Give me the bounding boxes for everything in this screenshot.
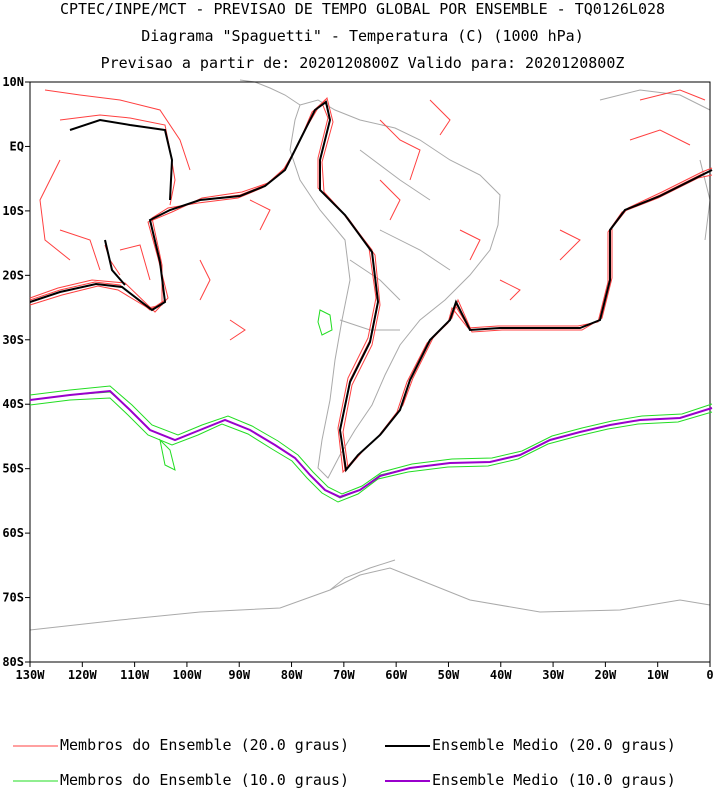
legend-swatch-mean-10: [385, 780, 430, 782]
lon-label: 60W: [385, 668, 407, 682]
lon-label: 50W: [438, 668, 460, 682]
legend-mean-10: Ensemble Medio (10.0 graus): [432, 771, 676, 789]
lat-label: 80S: [2, 655, 24, 669]
lon-label: 110W: [120, 668, 150, 682]
chart-title-line1: CPTEC/INPE/MCT - PREVISAO DE TEMPO GLOBA…: [59, 0, 666, 18]
lon-label: 0: [706, 668, 713, 682]
lon-label: 30W: [542, 668, 564, 682]
lon-label: 40W: [490, 668, 512, 682]
lat-label: 60S: [2, 526, 24, 540]
lat-label: 50S: [2, 462, 24, 476]
south-america-coast: [289, 99, 501, 479]
legend-swatch-members-10: [13, 780, 58, 782]
lat-label: 40S: [2, 397, 24, 411]
longitude-labels: 130W 120W 110W 100W 90W 80W 70W 60W 50W 40W 30W 20W…: [16, 668, 714, 682]
member-10-contour: [29, 385, 713, 495]
lon-label: 80W: [281, 668, 303, 682]
member-10-contour: [159, 309, 333, 471]
member-20-contour: [29, 102, 713, 474]
lat-label: 10N: [2, 75, 24, 89]
plot-border: [29, 81, 711, 663]
mean-20-contour: [29, 100, 713, 473]
antarctic-peninsula: [329, 559, 396, 591]
lat-label: 20S: [2, 268, 24, 282]
map-frame: [29, 81, 711, 663]
legend-members-10: Membros do Ensemble (10.0 graus): [60, 771, 349, 789]
chart-title-line2: Diagrama "Spaguetti" - Temperatura (C) (…: [141, 27, 584, 45]
central-america-coast: [239, 79, 301, 106]
lon-label: 20W: [595, 668, 617, 682]
lon-label: 10W: [647, 668, 669, 682]
lat-label: 10S: [2, 204, 24, 218]
lat-label: 30S: [2, 333, 24, 347]
latitude-labels: 10N EQ 10S 20S 30S 40S 50S 60S 70S 80S: [2, 75, 24, 669]
legend-members-20: Membros do Ensemble (20.0 graus): [60, 736, 349, 754]
lon-label: 120W: [68, 668, 98, 682]
lon-label: 100W: [172, 668, 202, 682]
lon-label: 70W: [333, 668, 355, 682]
legend-swatch-members-20: [13, 745, 58, 747]
country-borders: [339, 149, 451, 331]
lon-label: 130W: [16, 668, 46, 682]
mean-10-contour: [29, 389, 713, 499]
member-20-contour: [44, 89, 521, 301]
legend-mean-20: Ensemble Medio (20.0 graus): [432, 736, 676, 754]
legend-swatch-mean-20: [385, 745, 430, 747]
axis-ticks: [25, 81, 711, 667]
lat-label: 70S: [2, 591, 24, 605]
coastlines: [29, 79, 711, 631]
lon-label: 90W: [228, 668, 250, 682]
africa-coast: [599, 89, 711, 241]
member-10-contour: [29, 397, 713, 503]
chart-title-line3: Previsao a partir de: 2020120800Z Valido…: [100, 54, 625, 72]
antarctica-coast: [29, 567, 711, 631]
lat-label: EQ: [10, 139, 24, 153]
